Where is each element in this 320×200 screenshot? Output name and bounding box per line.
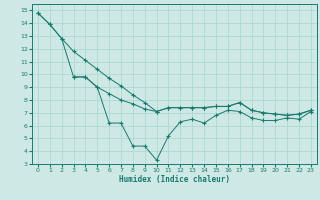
X-axis label: Humidex (Indice chaleur): Humidex (Indice chaleur) [119, 175, 230, 184]
